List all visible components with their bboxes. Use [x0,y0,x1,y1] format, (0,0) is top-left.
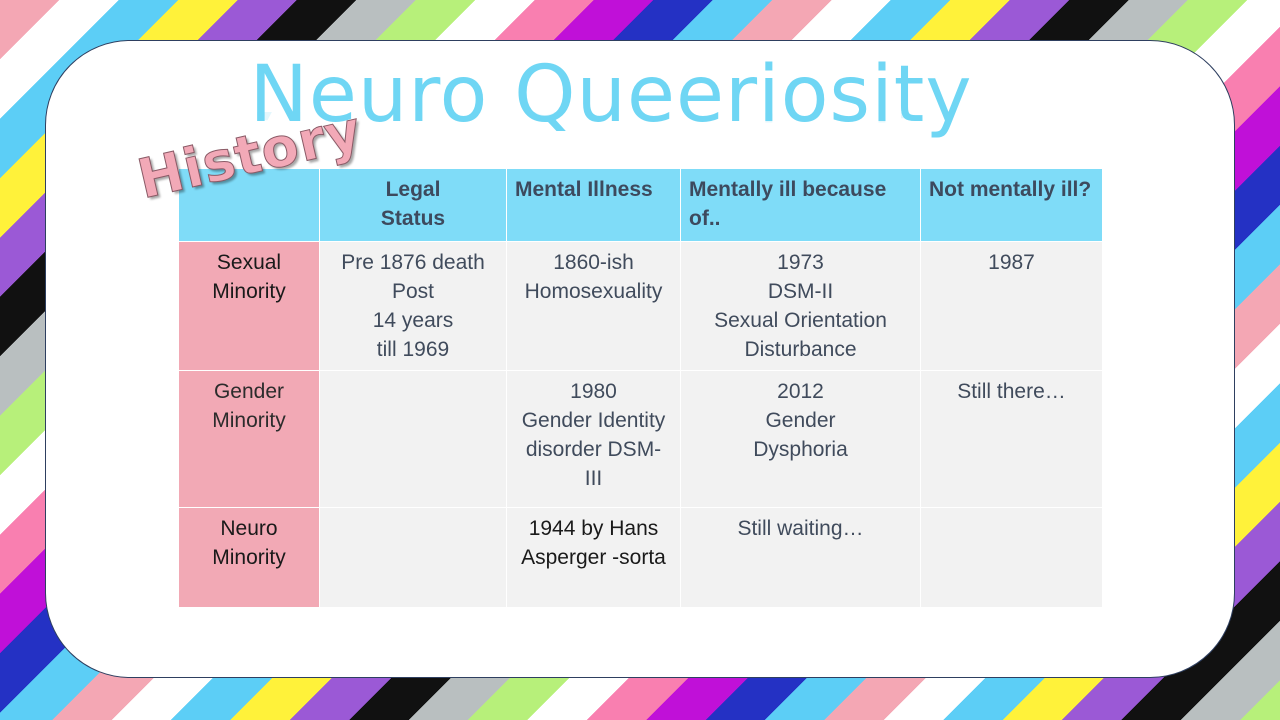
row-label-gender-minority: Gender Minority [178,370,320,508]
cell-legal-status: Pre 1876 death Post 14 years till 1969 [319,241,507,371]
cell-because-of: 2012 Gender Dysphoria [680,370,921,508]
slide-title: Neuro Queeriosity [249,50,973,140]
cell-legal-status [319,507,507,608]
cell-mental-illness: 1860-ish Homosexuality [506,241,681,371]
cell-not-ill: Still there… [920,370,1103,508]
cell-because-of: 1973 DSM-II Sexual Orientation Disturbance [680,241,921,371]
table-header-row: Legal Status Mental Illness Mentally ill… [178,168,1103,242]
cell-not-ill: 1987 [920,241,1103,371]
title-reflection: Neuro Queeriosity [0,112,1222,134]
cell-not-ill [920,507,1103,608]
table-row: Neuro Minority 1944 by Hans Asperger -sort… [178,507,1103,608]
header-legal-status: Legal Status [319,168,507,242]
header-mental-illness: Mental Illness [506,168,681,242]
cell-because-of: Still waiting… [680,507,921,608]
row-label-neuro-minority: Neuro Minority [178,507,320,608]
cell-mental-illness: 1944 by Hans Asperger -sorta [506,507,681,608]
table-row: Sexual Minority Pre 1876 death Post 14 year… [178,241,1103,371]
row-label-sexual-minority: Sexual Minority [178,241,320,371]
cell-legal-status [319,370,507,508]
header-mentally-ill-because: Mentally ill because of.. [680,168,921,242]
history-table: Legal Status Mental Illness Mentally ill… [178,168,1103,608]
table-row: Gender Minority 1980 Gender Identity disord… [178,370,1103,508]
cell-mental-illness: 1980 Gender Identity disorder DSM- III [506,370,681,508]
header-not-mentally-ill: Not mentally ill? [920,168,1103,242]
